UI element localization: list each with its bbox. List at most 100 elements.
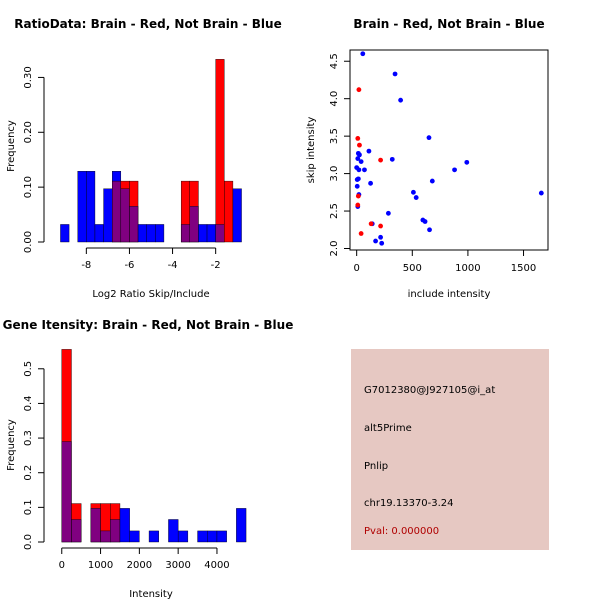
chart2-xtick-label: 1500 [511,263,536,274]
chart1-bar-notbrain [206,224,216,243]
chart2-ytick-label: 3.5 [329,128,340,144]
chart3-ytick-label: 0.4 [23,395,34,411]
chart3-xtick-label: 4000 [204,560,229,571]
chart3-bar-overlap [61,441,72,543]
info-panel: G7012380@J927105@i_at alt5Prime Pnlip ch… [351,349,549,550]
chart2-point-notbrain [378,234,383,240]
chart3-bar-overlap [90,508,101,543]
chart1-title: RatioData: Brain - Red, Not Brain - Blue [14,17,281,31]
chart2-xtick-label: 0 [353,263,359,274]
chart1-ytick-label: 0.00 [23,231,34,253]
chart2-point-brain [358,231,364,236]
chart2-point-notbrain [426,135,432,141]
chart1-bar-notbrain [137,224,147,243]
chart3-bar-overlap [71,519,82,543]
chart2-ytick-label: 3.0 [329,166,340,182]
chart2-point-brain [355,135,361,141]
chart3-xtick-label: 3000 [165,560,190,571]
chart2-point-notbrain [385,210,391,216]
chart2-title: Brain - Red, Not Brain - Blue [353,17,544,31]
chart3-bar-notbrain [177,530,189,543]
chart3-xlabel: Intensity [129,589,173,600]
chart3-bar-notbrain [197,530,208,543]
chart1-xlabel: Log2 Ratio Skip/Include [92,289,209,300]
chart2-point-notbrain [354,183,360,189]
chart2-xlabel: include intensity [408,289,491,300]
chart2-xtick-label: 1000 [455,263,480,274]
chart2-xtick-label: 500 [403,263,422,274]
chart1-xtick-label: -8 [81,260,91,271]
chart3-ytick-label: 0.0 [23,534,34,550]
chart1-bar-overlap [111,180,122,243]
chart2-point-notbrain [368,180,373,186]
chart2-point-notbrain [411,189,416,195]
chart1-bar-overlap [189,206,199,243]
chart2-point-notbrain [392,71,398,77]
chart1-bar-brain [215,59,225,243]
chart2-point-notbrain [422,219,428,224]
chart2-point-notbrain [398,97,404,103]
chart2-point-notbrain [362,167,367,173]
chart2-point-notbrain [366,148,372,154]
chart2-point-notbrain [429,178,435,184]
chart3-ytick-label: 0.3 [23,430,34,446]
chart2-point-notbrain [538,190,544,196]
chart3-xtick-label: 1000 [88,560,113,571]
info-pval: Pval: 0.000000 [364,526,440,537]
chart2-plot-frame [349,49,549,251]
chart2-point-notbrain [355,156,361,162]
chart3-bar-overlap [110,519,121,543]
chart3-bar-notbrain [216,530,227,543]
chart2-ylabel: skip intensity [306,117,317,184]
info-location: chr19.13370-3.24 [364,498,454,509]
chart2-point-brain [378,223,383,229]
chart2-ytick-label: 2.0 [329,241,340,257]
chart2-point-notbrain [356,167,362,173]
chart2-point-notbrain [413,195,419,200]
chart2-point-notbrain [464,159,470,165]
chart1-xtick-label: -6 [124,260,134,271]
chart1-bar-notbrain [60,224,70,243]
chart3-bar-notbrain [168,519,179,543]
info-gene-name: Pnlip [364,461,389,472]
chart1-bar-overlap [215,224,225,243]
chart2-point-brain [357,142,362,148]
chart2-point-brain [368,221,374,227]
chart1-ylabel: Frequency [6,120,17,172]
chart2-ytick-label: 2.5 [329,203,340,219]
chart2-point-notbrain [389,156,395,162]
chart2-point-notbrain [357,152,362,158]
chart1-bar-overlap [120,188,130,243]
chart3-title: Gene Itensity: Brain - Red, Not Brain - … [3,318,294,332]
chart1-bar-brain [224,180,234,243]
info-event-type: alt5Prime [364,423,412,434]
chart3-bar-notbrain [236,508,247,543]
chart2-point-notbrain [358,159,364,165]
chart2-point-notbrain [355,176,361,182]
chart2-point-brain [378,157,383,163]
chart3-bar-notbrain [148,530,159,543]
chart3-bar-notbrain [119,508,130,543]
chart1-bar-notbrain [103,188,113,243]
chart2-point-notbrain [360,51,366,57]
info-probe-id: G7012380@J927105@i_at [364,385,496,396]
chart1-bar-notbrain [232,188,242,243]
chart2-ytick-label: 4.5 [329,53,340,69]
chart2-ytick-label: 4.0 [329,91,340,107]
chart1-bar-notbrain [198,224,208,243]
chart3-bar-overlap [100,530,111,543]
chart3-xtick-label: 0 [59,560,65,571]
chart2-point-brain [355,202,361,208]
chart3-bar-notbrain [129,530,140,543]
chart3-ytick-label: 0.2 [23,465,34,481]
chart1-bar-notbrain [146,224,156,243]
chart1-xtick-label: -4 [168,260,178,271]
chart2-point-notbrain [427,227,432,233]
chart1-bar-notbrain [86,171,96,243]
chart1-bar-notbrain [77,171,87,243]
chart1-ytick-label: 0.10 [23,176,34,198]
chart1-ytick-label: 0.30 [23,66,34,88]
chart2-point-notbrain [379,240,385,246]
chart2-point-notbrain [373,238,378,244]
chart2-point-brain [356,87,362,93]
